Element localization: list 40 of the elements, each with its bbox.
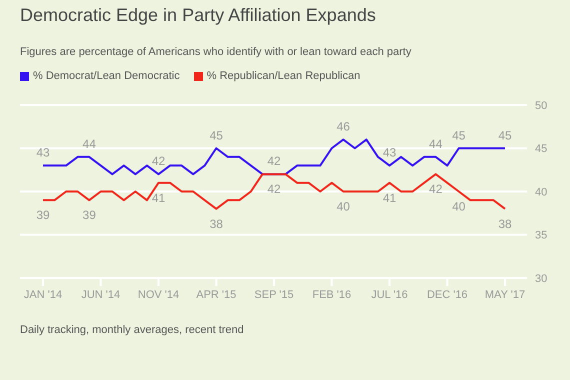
y-tick-label: 40 bbox=[535, 186, 548, 198]
data-label: 42 bbox=[152, 154, 166, 168]
data-label: 41 bbox=[152, 190, 166, 205]
data-label: 39 bbox=[36, 208, 50, 222]
data-label: 38 bbox=[210, 216, 224, 231]
data-label: 43 bbox=[36, 146, 50, 160]
data-label: 40 bbox=[452, 200, 466, 214]
data-label: 42 bbox=[429, 182, 443, 196]
y-tick-label: 30 bbox=[535, 272, 548, 285]
data-label: 45 bbox=[452, 128, 466, 142]
x-tick-label: DEC '16 bbox=[426, 289, 468, 301]
x-tick-label: SEP '15 bbox=[254, 289, 294, 301]
x-tick-label: JUL '16 bbox=[371, 289, 408, 301]
legend-label: % Democrat/Lean Democratic bbox=[33, 70, 180, 82]
legend-label: % Republican/Lean Republican bbox=[206, 70, 360, 82]
text: Daily tracking, monthly averages, recent trend bbox=[20, 324, 244, 336]
data-label: 42 bbox=[267, 182, 281, 196]
data-label: 39 bbox=[82, 208, 96, 222]
chart-title: Democratic Edge in Party Affiliation Expands bbox=[20, 5, 376, 26]
x-tick-label: JAN '14 bbox=[24, 289, 62, 301]
data-label: 45 bbox=[210, 128, 224, 142]
y-tick-label: 50 bbox=[535, 100, 548, 112]
data-label: 44 bbox=[82, 136, 96, 151]
data-label: 42 bbox=[267, 154, 281, 168]
chart-subtitle: Figures are percentage of Americans who identify with or lean toward each party bbox=[20, 46, 412, 58]
line-series bbox=[42, 173, 506, 210]
y-tick-label: 35 bbox=[535, 230, 548, 242]
data-label: 44 bbox=[429, 136, 443, 151]
y-tick-label: 45 bbox=[535, 143, 548, 156]
x-tick-label: MAY '17 bbox=[484, 289, 526, 301]
x-tick-label: NOV '14 bbox=[138, 289, 180, 301]
data-label: 46 bbox=[336, 120, 350, 134]
x-tick-label: JUN '14 bbox=[81, 289, 120, 301]
data-label: 45 bbox=[498, 128, 512, 142]
x-tick-label: APR '15 bbox=[196, 289, 236, 301]
data-label: 38 bbox=[498, 216, 512, 231]
data-label: 40 bbox=[336, 200, 350, 214]
data-label: 41 bbox=[382, 190, 396, 205]
x-tick-label: FEB '16 bbox=[312, 289, 352, 301]
data-label: 43 bbox=[382, 146, 396, 160]
